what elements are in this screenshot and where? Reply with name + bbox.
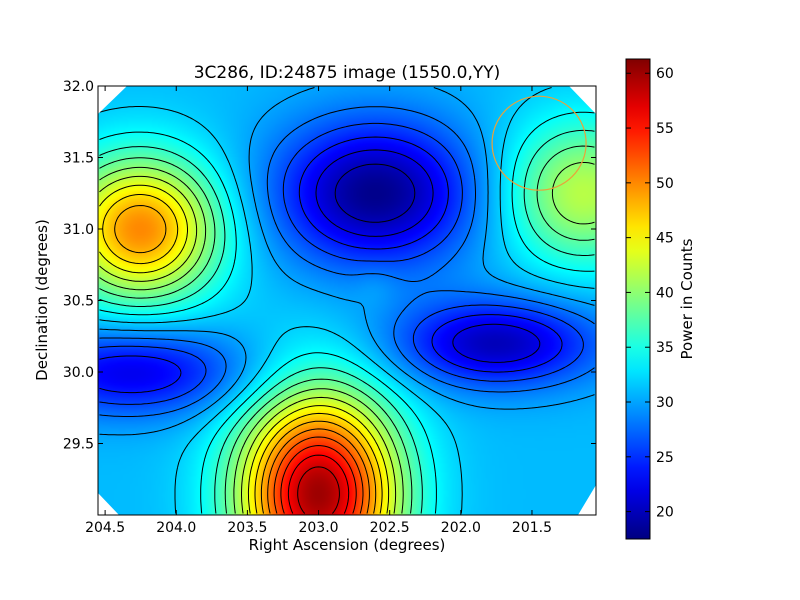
x-tick-label: 201.5	[512, 520, 552, 536]
contour-line	[297, 466, 340, 514]
colorbar-tick-label: 30	[656, 395, 674, 411]
colorbar-tick-label: 35	[656, 340, 674, 356]
contour-line	[99, 175, 397, 514]
contour-line	[99, 122, 584, 405]
colorbar-gradient	[625, 58, 651, 540]
colorbar-tick-label: 60	[656, 66, 674, 82]
y-tick-label: 30.5	[63, 294, 94, 310]
colorbar-tick-label: 50	[656, 176, 674, 192]
contour-line	[280, 445, 357, 514]
y-axis-label: Declination (degrees)	[33, 219, 51, 381]
contour-line	[99, 87, 595, 436]
x-tick-label: 202.0	[441, 520, 481, 536]
x-axis: 204.5 204.0 203.5 203.0 202.5 202.0 201.5	[85, 86, 552, 536]
contour-line	[99, 111, 595, 514]
x-tick-label: 203.5	[227, 520, 267, 536]
y-tick-label: 31.0	[63, 222, 94, 238]
x-tick-label: 204.5	[85, 520, 125, 536]
y-tick-label: 32.0	[63, 79, 94, 95]
contour-line	[334, 163, 416, 223]
chart-title: 3C286, ID:24875 image (1550.0,YY)	[194, 63, 501, 83]
colorbar-tick-label: 25	[656, 450, 674, 466]
colorbar-tick-label: 40	[656, 285, 674, 301]
colorbar: 20 25 30 35 40 45 50 55 60 Power in Counts	[625, 58, 696, 540]
contour-lines	[99, 87, 595, 514]
colorbar-label: Power in Counts	[678, 238, 696, 359]
contour-line	[267, 428, 370, 514]
contour-line	[99, 184, 390, 514]
x-axis-label: Right Ascension (degrees)	[249, 536, 446, 554]
contour-line	[273, 436, 364, 514]
heatmap-area	[98, 86, 596, 515]
y-tick-label: 29.5	[63, 437, 94, 453]
x-tick-label: 203.0	[298, 520, 338, 536]
colorbar-ticks: 20 25 30 35 40 45 50 55 60	[626, 66, 674, 521]
y-tick-label: 30.0	[63, 365, 94, 381]
colorbar-tick-label: 55	[656, 121, 674, 137]
contour-line	[99, 106, 595, 417]
x-tick-label: 202.5	[370, 520, 410, 536]
contour-line	[315, 149, 541, 363]
contour-line	[114, 205, 377, 514]
colorbar-tick-label: 45	[656, 231, 674, 247]
contour-line	[287, 454, 350, 514]
contour-line	[99, 136, 563, 394]
y-tick-label: 31.5	[63, 151, 94, 167]
contour-line	[99, 162, 595, 514]
contour-line	[99, 87, 595, 514]
x-tick-label: 204.0	[156, 520, 196, 536]
contour-line	[99, 145, 595, 514]
beam-marker	[491, 95, 587, 191]
beam-circle	[491, 95, 587, 191]
y-axis: 32.0 31.5 31.0 30.5 30.0 29.5	[63, 79, 596, 453]
colorbar-tick-label: 20	[656, 505, 674, 521]
contour-line	[102, 194, 383, 514]
contour-line	[99, 129, 595, 514]
